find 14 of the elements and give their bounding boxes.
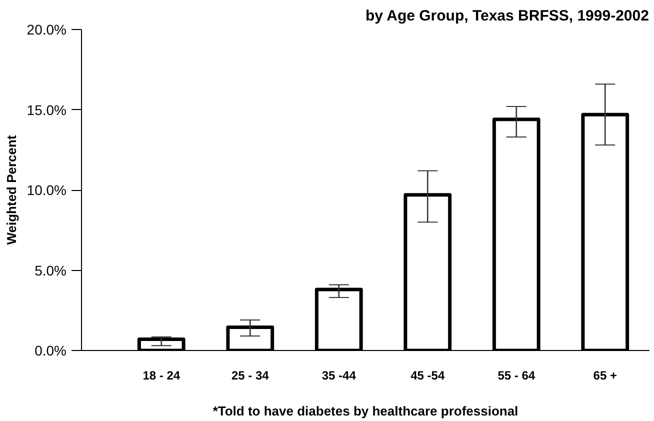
y-axis-title: Weighted Percent [4, 134, 19, 245]
y-tick-label: 5.0% [34, 262, 67, 278]
x-tick-label: 18 - 24 [142, 368, 180, 382]
x-tick-label: 25 - 34 [231, 368, 270, 382]
y-tick-label: 15.0% [26, 102, 67, 118]
x-tick-label: 35 -44 [322, 368, 356, 382]
x-tick-label: 55 - 64 [498, 368, 536, 382]
y-tick-label: 20.0% [26, 22, 67, 38]
y-tick-label: 0.0% [34, 342, 67, 358]
y-tick-label: 10.0% [26, 182, 67, 198]
x-tick-label: 45 -54 [410, 368, 445, 382]
x-tick-label: 65 + [593, 368, 617, 382]
x-axis-title: *Told to have diabetes by healthcare professional [212, 404, 518, 418]
chart-title: by Age Group, Texas BRFSS, 1999-2002 [366, 8, 649, 24]
